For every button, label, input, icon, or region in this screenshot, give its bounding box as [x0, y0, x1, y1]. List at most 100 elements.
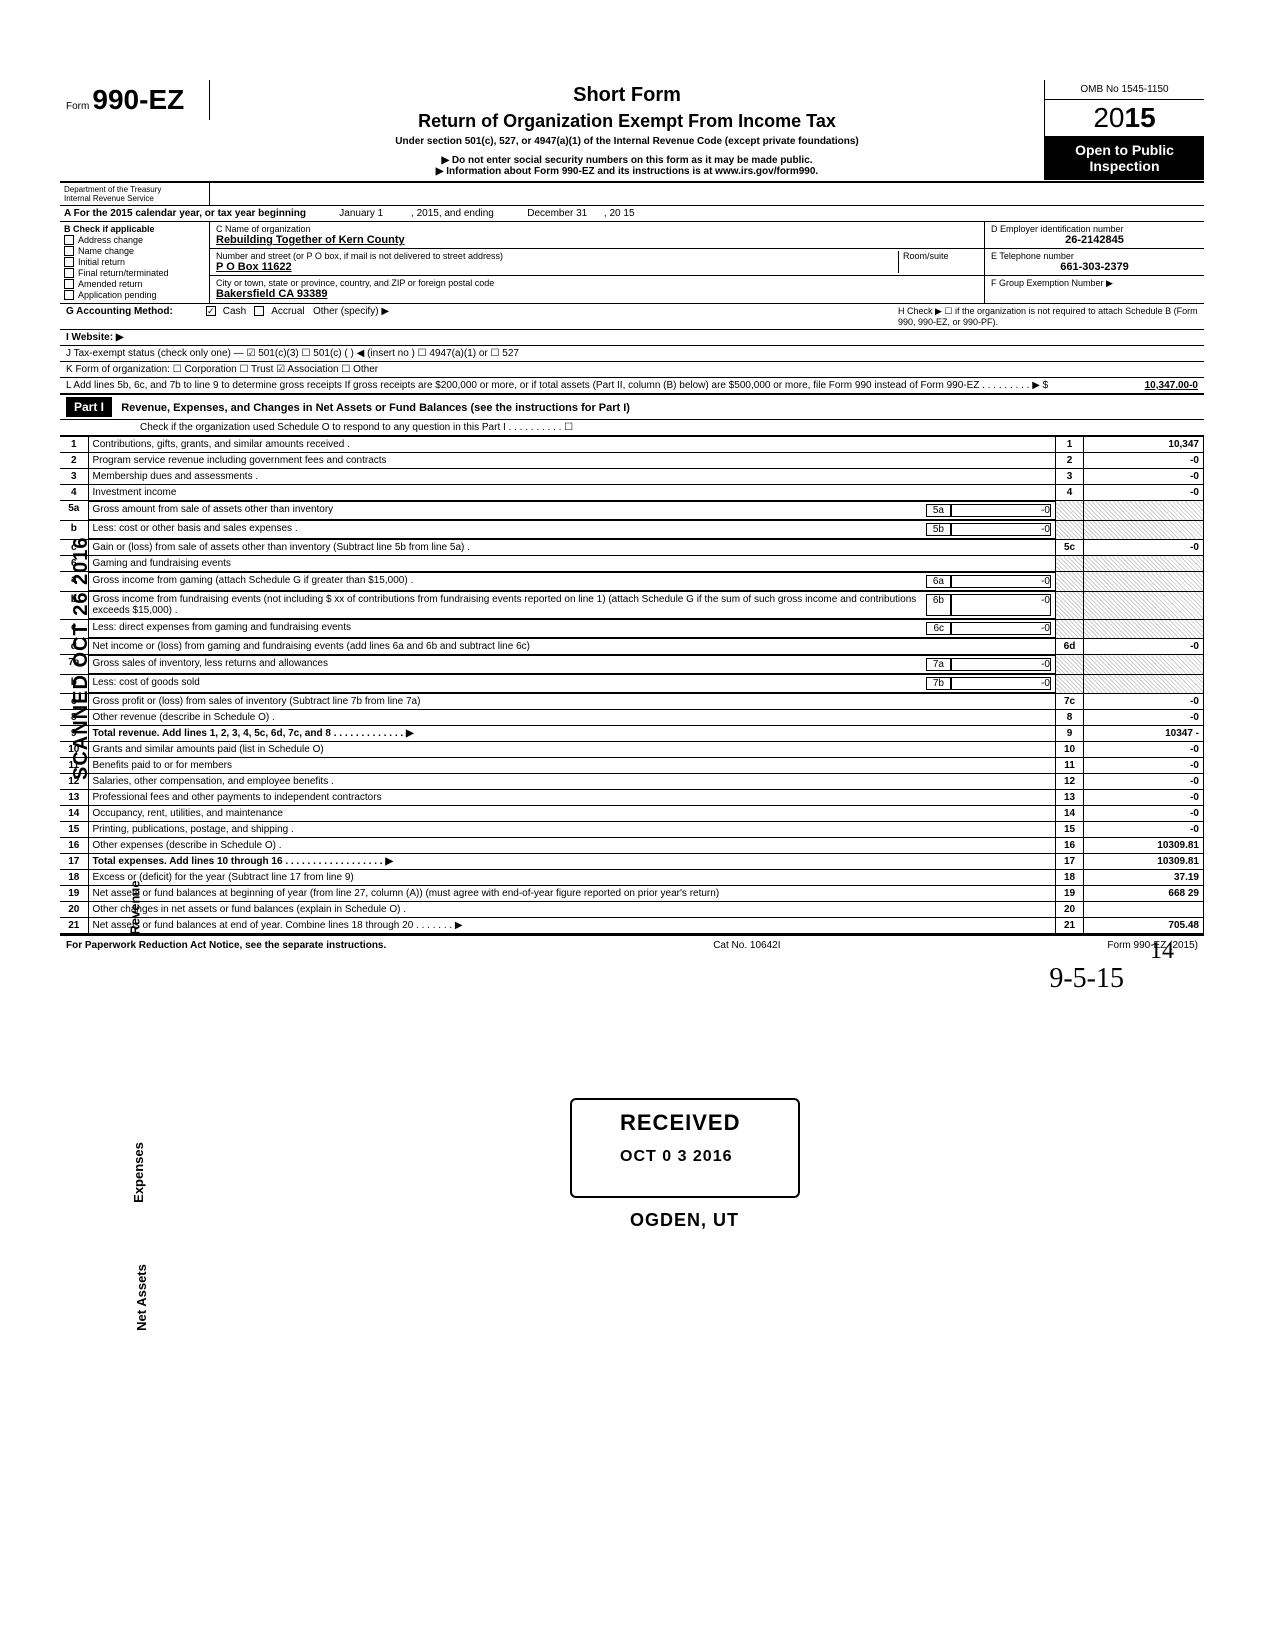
line-l: L Add lines 5b, 6c, and 7b to line 9 to …	[60, 378, 1204, 395]
year-prefix: 20	[1093, 102, 1124, 133]
row-19-desc: Net assets or fund balances at beginning…	[93, 888, 720, 899]
line-k: K Form of organization: ☐ Corporation ☐ …	[60, 362, 1204, 378]
row-1-desc: Contributions, gifts, grants, and simila…	[93, 439, 350, 450]
row-21-amt: 705.48	[1084, 918, 1204, 934]
line-g: G Accounting Method: Cash Accrual Other …	[60, 304, 1204, 330]
row-19: 19Net assets or fund balances at beginni…	[60, 886, 1204, 902]
info-line: ▶ Information about Form 990-EZ and its …	[218, 166, 1036, 177]
org-address: P O Box 11622	[216, 261, 898, 273]
row-2: 2Program service revenue including gover…	[60, 453, 1204, 469]
row-16: 16Other expenses (describe in Schedule O…	[60, 838, 1204, 854]
chk-initial[interactable]: Initial return	[64, 257, 205, 267]
row-14: 14Occupancy, rent, utilities, and mainte…	[60, 806, 1204, 822]
donot-line: ▶ Do not enter social security numbers o…	[218, 155, 1036, 166]
chk-cash[interactable]	[206, 306, 216, 316]
side-expenses: Expenses	[131, 1142, 146, 1203]
short-form-title: Short Form	[218, 84, 1036, 107]
received-stamp: RECEIVED	[620, 1110, 740, 1136]
row-5b: bLess: cost or other basis and sales exp…	[60, 520, 1204, 540]
row-7a-mid: -0	[951, 658, 1051, 671]
row-4-desc: Investment income	[93, 487, 177, 498]
side-revenue: Revenue	[128, 880, 143, 934]
return-title: Return of Organization Exempt From Incom…	[218, 111, 1036, 132]
ogden-stamp: OGDEN, UT	[630, 1210, 739, 1231]
row-7c: cGross profit or (loss) from sales of in…	[60, 694, 1204, 710]
row-1-amt: 10,347	[1084, 437, 1204, 453]
foot-mid: Cat No. 10642I	[713, 940, 780, 951]
row-6c-desc: Less: direct expenses from gaming and fu…	[93, 622, 927, 635]
part1-check-text: Check if the organization used Schedule …	[140, 422, 573, 433]
row-5a-mid: -0	[951, 504, 1051, 517]
row-9: 9Total revenue. Add lines 1, 2, 3, 4, 5c…	[60, 726, 1204, 742]
line-a-begin: January 1	[339, 208, 383, 219]
phone-value: 661-303-2379	[991, 261, 1198, 273]
row-12: 12Salaries, other compensation, and empl…	[60, 774, 1204, 790]
chk-accrual[interactable]	[254, 306, 264, 316]
row-19-amt: 668 29	[1084, 886, 1204, 902]
line-l-text: L Add lines 5b, 6c, and 7b to line 9 to …	[66, 380, 1078, 391]
row-8: 8Other revenue (describe in Schedule O) …	[60, 710, 1204, 726]
group-exempt-label: F Group Exemption Number ▶	[991, 278, 1198, 289]
row-7b: bLess: cost of goods sold7b-0	[60, 674, 1204, 694]
chk-address-label: Address change	[78, 235, 143, 245]
row-17-amt: 10309.81	[1084, 854, 1204, 870]
row-8-amt: -0	[1084, 710, 1204, 726]
line-a-yr: , 20 15	[604, 208, 635, 219]
row-13: 13Professional fees and other payments t…	[60, 790, 1204, 806]
row-18-amt: 37.19	[1084, 870, 1204, 886]
under-section: Under section 501(c), 527, or 4947(a)(1)…	[218, 136, 1036, 147]
g-label: G Accounting Method:	[66, 306, 206, 327]
chk-final-label: Final return/terminated	[78, 268, 169, 278]
row-10: 10Grants and similar amounts paid (list …	[60, 742, 1204, 758]
row-6d-amt: -0	[1084, 639, 1204, 655]
form-number: 990-EZ	[92, 84, 184, 115]
row-11-desc: Benefits paid to or for members	[93, 760, 233, 771]
row-20: 20Other changes in net assets or fund ba…	[60, 902, 1204, 918]
chk-amended-label: Amended return	[78, 279, 143, 289]
scanned-stamp: SCANNED OCT 26 2016	[70, 536, 93, 780]
row-7a: 7aGross sales of inventory, less returns…	[60, 655, 1204, 675]
row-15: 15Printing, publications, postage, and s…	[60, 822, 1204, 838]
row-5b-desc: Less: cost or other basis and sales expe…	[93, 523, 926, 536]
row-4-amt: -0	[1084, 485, 1204, 501]
chk-initial-label: Initial return	[78, 257, 125, 267]
row-2-desc: Program service revenue including govern…	[93, 455, 387, 466]
row-8-desc: Other revenue (describe in Schedule O) .	[93, 712, 275, 723]
row-20-amt	[1084, 902, 1204, 918]
c-label: C Name of organization	[216, 224, 978, 234]
year-suffix: 15	[1125, 102, 1156, 133]
chk-name[interactable]: Name change	[64, 246, 205, 256]
chk-name-label: Name change	[78, 246, 134, 256]
row-5c: cGain or (loss) from sale of assets othe…	[60, 540, 1204, 556]
row-6b-desc: Gross income from fundraising events (no…	[93, 594, 926, 616]
row-10-desc: Grants and similar amounts paid (list in…	[93, 744, 324, 755]
dept-label: Department of the Treasury Internal Reve…	[60, 183, 210, 205]
row-3: 3Membership dues and assessments .3-0	[60, 469, 1204, 485]
row-9-desc: Total revenue. Add lines 1, 2, 3, 4, 5c,…	[93, 728, 414, 739]
phone-label: E Telephone number	[991, 251, 1198, 261]
row-3-amt: -0	[1084, 469, 1204, 485]
chk-amended[interactable]: Amended return	[64, 279, 205, 289]
row-18: 18Excess or (deficit) for the year (Subt…	[60, 870, 1204, 886]
row-5a-desc: Gross amount from sale of assets other t…	[93, 504, 926, 517]
row-11-amt: -0	[1084, 758, 1204, 774]
row-7b-desc: Less: cost of goods sold	[93, 677, 926, 690]
chk-final[interactable]: Final return/terminated	[64, 268, 205, 278]
chk-address[interactable]: Address change	[64, 235, 205, 245]
row-12-desc: Salaries, other compensation, and employ…	[93, 776, 334, 787]
signature-date: 9-5-15	[60, 963, 1204, 995]
line-i: I Website: ▶	[60, 330, 1204, 346]
row-6c: cLess: direct expenses from gaming and f…	[60, 619, 1204, 639]
chk-pending[interactable]: Application pending	[64, 290, 205, 300]
open-to-public: Open to Public Inspection	[1045, 136, 1204, 180]
form-label: Form	[66, 101, 89, 112]
row-6a-desc: Gross income from gaming (attach Schedul…	[93, 575, 926, 588]
row-7c-amt: -0	[1084, 694, 1204, 710]
tax-year: 2015	[1045, 100, 1204, 136]
row-6b: bGross income from fundraising events (n…	[60, 591, 1204, 619]
chk-pending-label: Application pending	[78, 290, 157, 300]
ein-label: D Employer identification number	[991, 224, 1198, 234]
part1-title: Revenue, Expenses, and Changes in Net As…	[121, 402, 630, 414]
row-16-desc: Other expenses (describe in Schedule O) …	[93, 840, 282, 851]
row-6b-mid: -0	[951, 594, 1051, 616]
